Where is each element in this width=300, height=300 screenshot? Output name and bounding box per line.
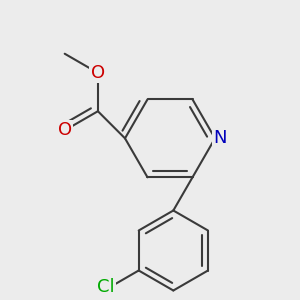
Text: Cl: Cl xyxy=(97,278,115,296)
Text: O: O xyxy=(58,122,72,140)
Text: N: N xyxy=(213,129,227,147)
Text: O: O xyxy=(91,64,105,82)
